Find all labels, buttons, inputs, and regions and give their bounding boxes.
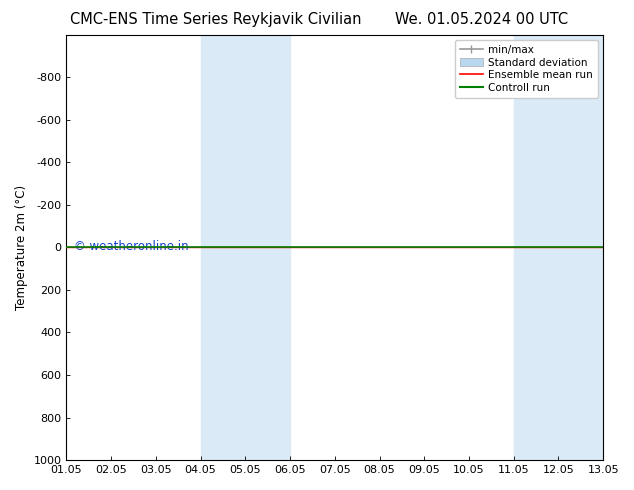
Text: We. 01.05.2024 00 UTC: We. 01.05.2024 00 UTC (395, 12, 569, 27)
Bar (514, 35, 603, 460)
Title: CMC-ENS Time Series Reykjavik Civilian        We. 01.05.2024 00 UTC: CMC-ENS Time Series Reykjavik Civilian W… (0, 489, 1, 490)
Text: © weatheronline.in: © weatheronline.in (74, 240, 189, 253)
Bar (200, 35, 290, 460)
Y-axis label: Temperature 2m (°C): Temperature 2m (°C) (15, 185, 28, 310)
Legend: min/max, Standard deviation, Ensemble mean run, Controll run: min/max, Standard deviation, Ensemble me… (455, 40, 598, 98)
Text: CMC-ENS Time Series Reykjavik Civilian: CMC-ENS Time Series Reykjavik Civilian (70, 12, 361, 27)
